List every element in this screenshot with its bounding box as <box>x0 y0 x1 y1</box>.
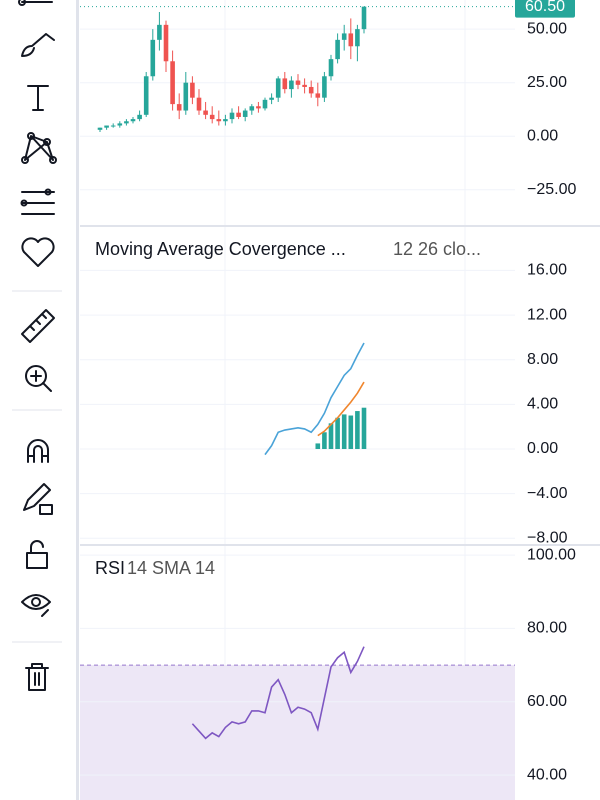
candle-body <box>315 93 321 98</box>
pane: 50.00 25.00 0.00 −25.00 60.50 <box>80 0 576 198</box>
y-tick-label: −4.00 <box>527 485 568 502</box>
y-tick-label: 12.00 <box>527 306 567 323</box>
tool-brush[interactable] <box>21 33 55 57</box>
candle-body <box>150 39 156 77</box>
y-tick-label: 60.00 <box>527 693 567 710</box>
candle-body <box>163 24 169 62</box>
toolbar-border <box>76 0 79 800</box>
line <box>317 381 365 437</box>
overbought-band <box>80 665 515 800</box>
candle-body <box>203 110 208 115</box>
candle-body <box>256 106 261 109</box>
candle-body <box>143 76 149 115</box>
histogram-bar <box>348 415 354 450</box>
candle-body <box>176 104 182 111</box>
candle-body <box>124 121 129 124</box>
histogram-bar <box>315 443 321 450</box>
candle-body <box>137 114 142 120</box>
candle-body <box>117 123 123 126</box>
candle-body <box>196 97 202 111</box>
y-tick-label: 100.00 <box>527 546 576 563</box>
plots: 50.00 25.00 0.00 −25.00 60.50 16.00 12.00 8.00 4… <box>80 0 576 800</box>
candle-body <box>242 110 248 117</box>
rsi-title: RSI <box>95 558 125 578</box>
tool-favorites[interactable] <box>21 237 55 267</box>
candle-body <box>355 29 360 47</box>
tool-pattern[interactable] <box>21 132 57 164</box>
candle-body <box>282 78 288 90</box>
candle-body <box>229 112 235 120</box>
tool-fib[interactable] <box>20 188 55 215</box>
candle-body <box>104 125 109 128</box>
tool-lock-drawings[interactable] <box>23 483 53 515</box>
histogram-bar <box>355 411 360 450</box>
histogram-bar <box>322 432 327 450</box>
y-tick-label: 0.00 <box>527 127 558 144</box>
last-price-label: 60.50 <box>525 0 565 15</box>
candle-body <box>361 6 367 30</box>
last-price-tag <box>515 0 575 18</box>
candle-body <box>157 24 162 40</box>
candle-body <box>183 82 189 111</box>
y-tick-label: 40.00 <box>527 766 567 783</box>
y-tick-label: 80.00 <box>527 620 567 637</box>
macd-title: Moving Average Covergence ... <box>95 239 346 259</box>
tool-magnet[interactable] <box>27 439 49 463</box>
tool-lock[interactable] <box>26 540 48 569</box>
line <box>264 342 365 456</box>
tool-zoom[interactable] <box>25 365 52 392</box>
candle-body <box>289 80 294 90</box>
y-tick-label: −8.00 <box>527 530 568 547</box>
candle-body <box>275 78 281 98</box>
candle-body <box>341 33 347 40</box>
y-tick-label: 8.00 <box>527 351 558 368</box>
tool-delete[interactable] <box>25 663 49 691</box>
candle-body <box>269 97 274 100</box>
candle-body <box>262 99 268 109</box>
rsi-params: 14 SMA 14 <box>127 558 215 578</box>
y-tick-label: 0.00 <box>527 440 558 457</box>
candle-body <box>130 119 136 122</box>
tool-ruler[interactable] <box>21 309 55 343</box>
candle-body <box>209 114 215 120</box>
candle-body <box>170 61 175 105</box>
candle-body <box>190 82 195 98</box>
toolbar <box>12 0 62 691</box>
candle-body <box>223 119 228 122</box>
candle-body <box>97 127 103 130</box>
candle-body <box>110 125 116 127</box>
y-tick-label: 16.00 <box>527 262 567 279</box>
candle-body <box>302 84 307 87</box>
histogram-bar <box>361 407 367 450</box>
pane: 16.00 12.00 8.00 4.00 0.00 −4.00 −8.00 <box>80 262 568 547</box>
histogram-bar <box>341 414 347 450</box>
candle-body <box>308 86 314 94</box>
candle-body <box>335 39 340 60</box>
histogram-bar <box>328 423 334 450</box>
macd-params: 12 26 clo... <box>393 239 481 259</box>
y-tick-label: 4.00 <box>527 396 558 413</box>
y-tick-label: 50.00 <box>527 20 567 37</box>
y-tick-label: −25.00 <box>527 181 576 198</box>
candle-body <box>236 112 241 117</box>
tool-text[interactable] <box>27 85 49 111</box>
candle-body <box>348 33 354 47</box>
candle-body <box>249 106 255 111</box>
histogram-bar <box>335 417 340 450</box>
candle-body <box>322 76 327 98</box>
tool-lines[interactable] <box>18 0 53 6</box>
y-tick-label: 25.00 <box>527 74 567 91</box>
pane: 100.00 80.00 60.00 40.00 <box>80 546 576 800</box>
tool-visibility[interactable] <box>21 594 51 617</box>
line <box>191 646 365 740</box>
candle-body <box>295 80 301 85</box>
candle-body <box>328 59 334 77</box>
candle-body <box>216 119 222 122</box>
